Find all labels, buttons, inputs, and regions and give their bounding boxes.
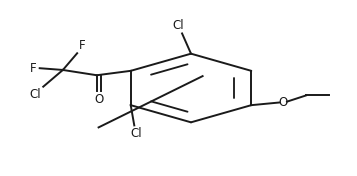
Text: O: O	[278, 96, 287, 109]
Text: O: O	[94, 93, 104, 106]
Text: Cl: Cl	[30, 88, 41, 101]
Text: F: F	[30, 62, 36, 75]
Text: F: F	[79, 39, 86, 52]
Text: Cl: Cl	[173, 19, 184, 32]
Text: Cl: Cl	[130, 127, 142, 140]
